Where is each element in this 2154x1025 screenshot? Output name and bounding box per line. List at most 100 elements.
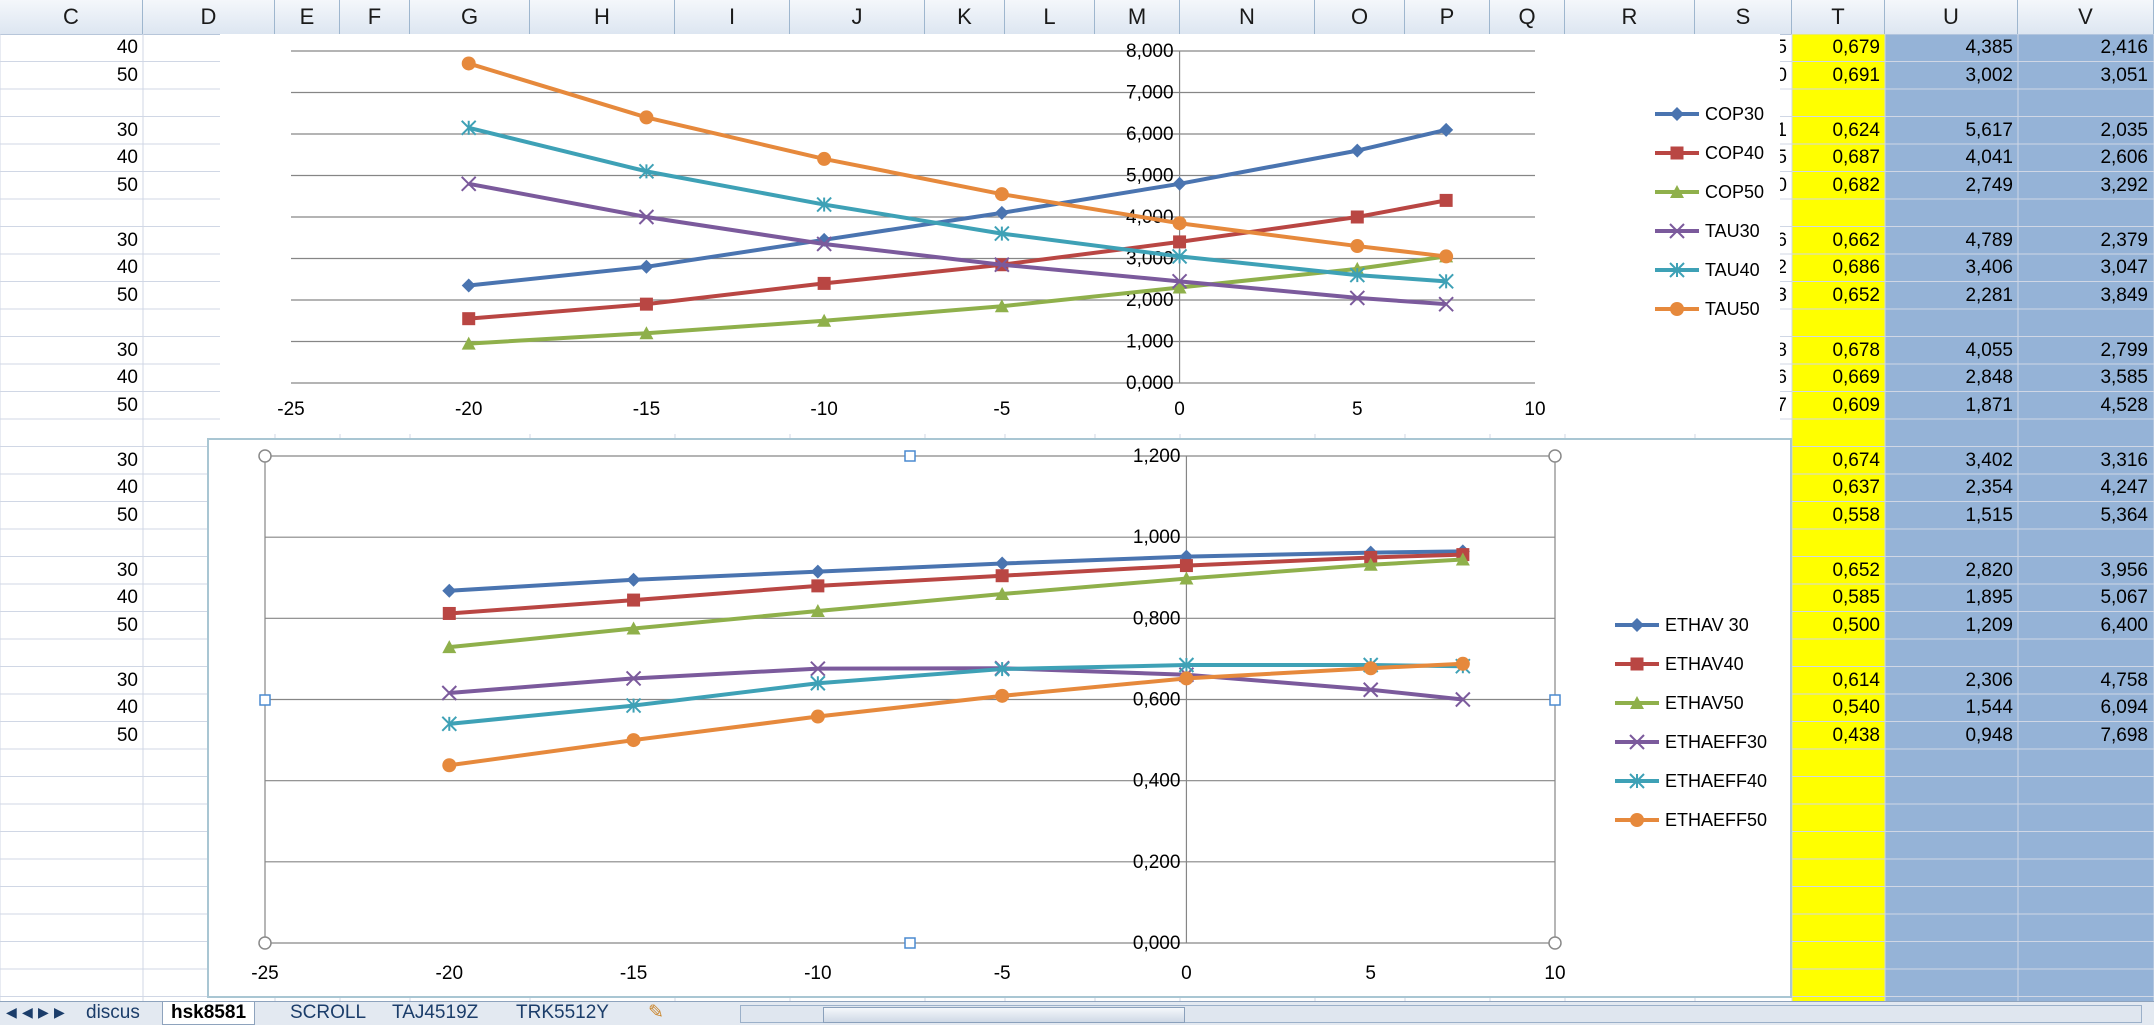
cell-t[interactable]: 0,609 [1832,394,1880,416]
cell-t[interactable]: 0,691 [1832,64,1880,86]
cell-v[interactable]: 2,606 [2100,147,2148,168]
cell-u[interactable]: 1,544 [1965,697,2013,718]
next-sheet-icon[interactable]: ▶ [38,1004,49,1020]
cell-c[interactable]: 40 [116,587,138,608]
cell-c[interactable]: 30 [116,119,138,141]
cell-u[interactable] [1885,200,2013,226]
cell-t[interactable]: 0,679 [1832,37,1880,58]
cell-t[interactable]: 0,637 [1832,477,1880,498]
cell-c[interactable]: 50 [116,64,138,86]
cell-c[interactable]: 30 [116,559,138,581]
sheet-tab-trk5512y[interactable]: TRK5512Y [516,1002,609,1023]
cell-v[interactable] [2018,200,2148,226]
scrollbar-thumb[interactable] [823,1007,1185,1023]
cell-u[interactable]: 5,617 [1965,119,2013,141]
cell-u[interactable]: 2,281 [1965,284,2013,306]
cell-v[interactable]: 3,849 [2100,284,2148,306]
prev-sheet-icon[interactable]: ◀ [22,1004,33,1020]
column-header-g[interactable]: G [410,0,530,34]
cell-u[interactable]: 1,895 [1965,587,2013,608]
cell-v[interactable]: 4,528 [2100,394,2148,416]
cell-v[interactable]: 3,585 [2100,367,2148,388]
cell-c[interactable]: 50 [116,724,138,746]
cell-u[interactable]: 3,406 [1965,257,2013,278]
cell-v[interactable] [2018,530,2148,556]
cell-v[interactable]: 2,379 [2100,229,2148,251]
cell-v[interactable] [2018,310,2148,336]
cell-u[interactable]: 0,948 [1965,724,2013,746]
chart-etha[interactable]: 0,000 0,200 0,400 0,600 0,800 1,000 1,200 -25 -2… [207,438,1792,998]
cell-s[interactable]: 0 [1776,174,1787,196]
column-header-o[interactable]: O [1315,0,1405,34]
cell-v[interactable]: 4,247 [2100,477,2148,498]
column-header-i[interactable]: I [675,0,790,34]
cell-t[interactable] [1792,420,1880,446]
column-header-s[interactable]: S [1695,0,1792,34]
cell-c[interactable]: 50 [116,504,138,526]
cell-u[interactable]: 3,402 [1965,449,2013,471]
column-header-u[interactable]: U [1885,0,2018,34]
column-header-d[interactable]: D [143,0,275,34]
cell-t[interactable]: 0,662 [1832,229,1880,251]
cell-c[interactable]: 40 [116,147,138,168]
cell-c[interactable] [0,200,138,226]
cell-t[interactable]: 0,585 [1832,587,1880,608]
cell-c[interactable] [0,90,138,116]
column-header-l[interactable]: L [1005,0,1095,34]
cell-c[interactable] [0,420,138,446]
column-header-m[interactable]: M [1095,0,1180,34]
column-header-f[interactable]: F [340,0,410,34]
cell-s[interactable]: 5 [1776,147,1787,168]
cell-t[interactable]: 0,678 [1832,339,1880,361]
cell-v[interactable]: 6,400 [2100,614,2148,636]
cell-v[interactable]: 7,698 [2100,724,2148,746]
cell-v[interactable]: 3,051 [2100,64,2148,86]
cell-t[interactable] [1792,310,1880,336]
sheet-tab-scroll[interactable]: SCROLL [290,1002,367,1023]
cell-u[interactable]: 2,749 [1965,174,2013,196]
column-header-k[interactable]: K [925,0,1005,34]
cell-u[interactable]: 3,002 [1965,64,2013,86]
cell-u[interactable]: 1,209 [1965,614,2013,636]
cell-s[interactable]: 6 [1776,367,1787,388]
cell-u[interactable]: 4,041 [1965,147,2013,168]
cell-s[interactable]: 7 [1776,394,1787,416]
cell-u[interactable] [1885,90,2013,116]
cell-c[interactable] [0,310,138,336]
cell-c[interactable]: 50 [116,284,138,306]
cell-u[interactable] [1885,530,2013,556]
cell-v[interactable]: 4,758 [2100,669,2148,691]
cell-u[interactable]: 2,848 [1965,367,2013,388]
cell-c[interactable]: 40 [116,367,138,388]
cell-s[interactable]: 1 [1776,119,1787,141]
cell-v[interactable] [2018,640,2148,666]
cell-t[interactable]: 0,669 [1832,367,1880,388]
cell-c[interactable]: 50 [116,394,138,416]
cell-u[interactable]: 4,385 [1965,37,2013,58]
column-header-e[interactable]: E [275,0,340,34]
cell-c[interactable]: 30 [116,449,138,471]
cell-u[interactable]: 2,306 [1965,669,2013,691]
cell-c[interactable]: 50 [116,614,138,636]
cell-v[interactable]: 5,067 [2100,587,2148,608]
cell-t[interactable] [1792,640,1880,666]
column-header-c[interactable]: C [0,0,143,34]
cell-t[interactable] [1792,90,1880,116]
column-header-v[interactable]: V [2018,0,2154,34]
cell-u[interactable]: 1,515 [1965,504,2013,526]
cell-c[interactable] [0,640,138,666]
sheet-tab-taj4519z[interactable]: TAJ4519Z [392,1002,479,1023]
column-header-q[interactable]: Q [1490,0,1565,34]
cell-u[interactable]: 1,871 [1965,394,2013,416]
cell-t[interactable]: 0,438 [1832,724,1880,746]
cell-t[interactable]: 0,540 [1832,697,1880,718]
cell-t[interactable]: 0,682 [1832,174,1880,196]
chart-cop-tau[interactable]: 0,000 1,000 2,000 3,000 4,000 5,000 6,000 7,000… [220,34,1780,434]
cell-u[interactable]: 2,820 [1965,559,2013,581]
cell-v[interactable]: 3,292 [2100,174,2148,196]
cell-v[interactable]: 2,799 [2100,339,2148,361]
cell-t[interactable]: 0,624 [1832,119,1880,141]
insert-sheet-icon[interactable]: ✎ [648,1002,664,1023]
cell-u[interactable]: 4,789 [1965,229,2013,251]
cell-v[interactable]: 2,416 [2100,37,2148,58]
